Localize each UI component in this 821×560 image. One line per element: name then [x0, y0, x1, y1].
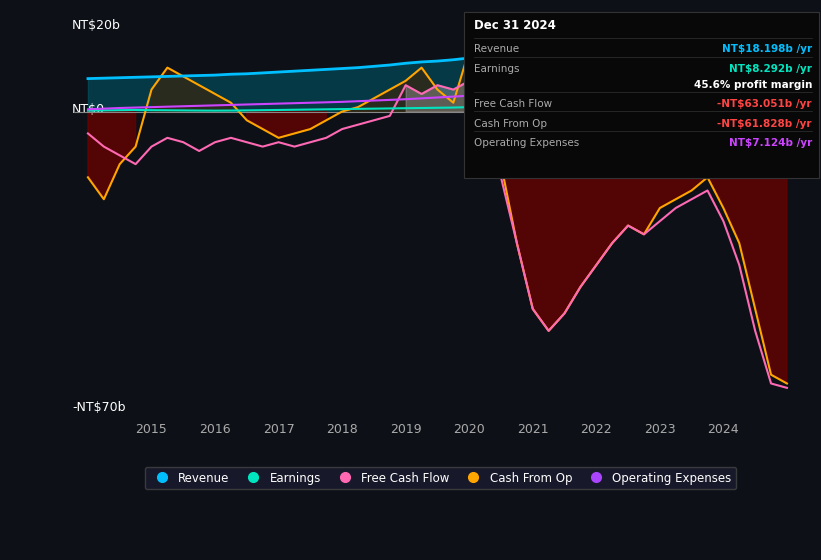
- Text: -NT$61.828b /yr: -NT$61.828b /yr: [718, 119, 812, 129]
- Text: 45.6% profit margin: 45.6% profit margin: [694, 80, 812, 90]
- Text: Cash From Op: Cash From Op: [474, 119, 547, 129]
- Text: Free Cash Flow: Free Cash Flow: [474, 99, 552, 109]
- Text: NT$18.198b /yr: NT$18.198b /yr: [722, 44, 812, 54]
- Text: Operating Expenses: Operating Expenses: [474, 138, 579, 148]
- Text: NT$20b: NT$20b: [72, 20, 121, 32]
- Text: Earnings: Earnings: [474, 64, 519, 74]
- Text: -NT$70b: -NT$70b: [72, 401, 126, 414]
- Text: Dec 31 2024: Dec 31 2024: [474, 19, 556, 32]
- Text: -NT$63.051b /yr: -NT$63.051b /yr: [718, 99, 812, 109]
- Text: NT$7.124b /yr: NT$7.124b /yr: [729, 138, 812, 148]
- Text: NT$8.292b /yr: NT$8.292b /yr: [729, 64, 812, 74]
- Text: Revenue: Revenue: [474, 44, 519, 54]
- Legend: Revenue, Earnings, Free Cash Flow, Cash From Op, Operating Expenses: Revenue, Earnings, Free Cash Flow, Cash …: [145, 467, 736, 489]
- Text: NT$0: NT$0: [72, 103, 105, 116]
